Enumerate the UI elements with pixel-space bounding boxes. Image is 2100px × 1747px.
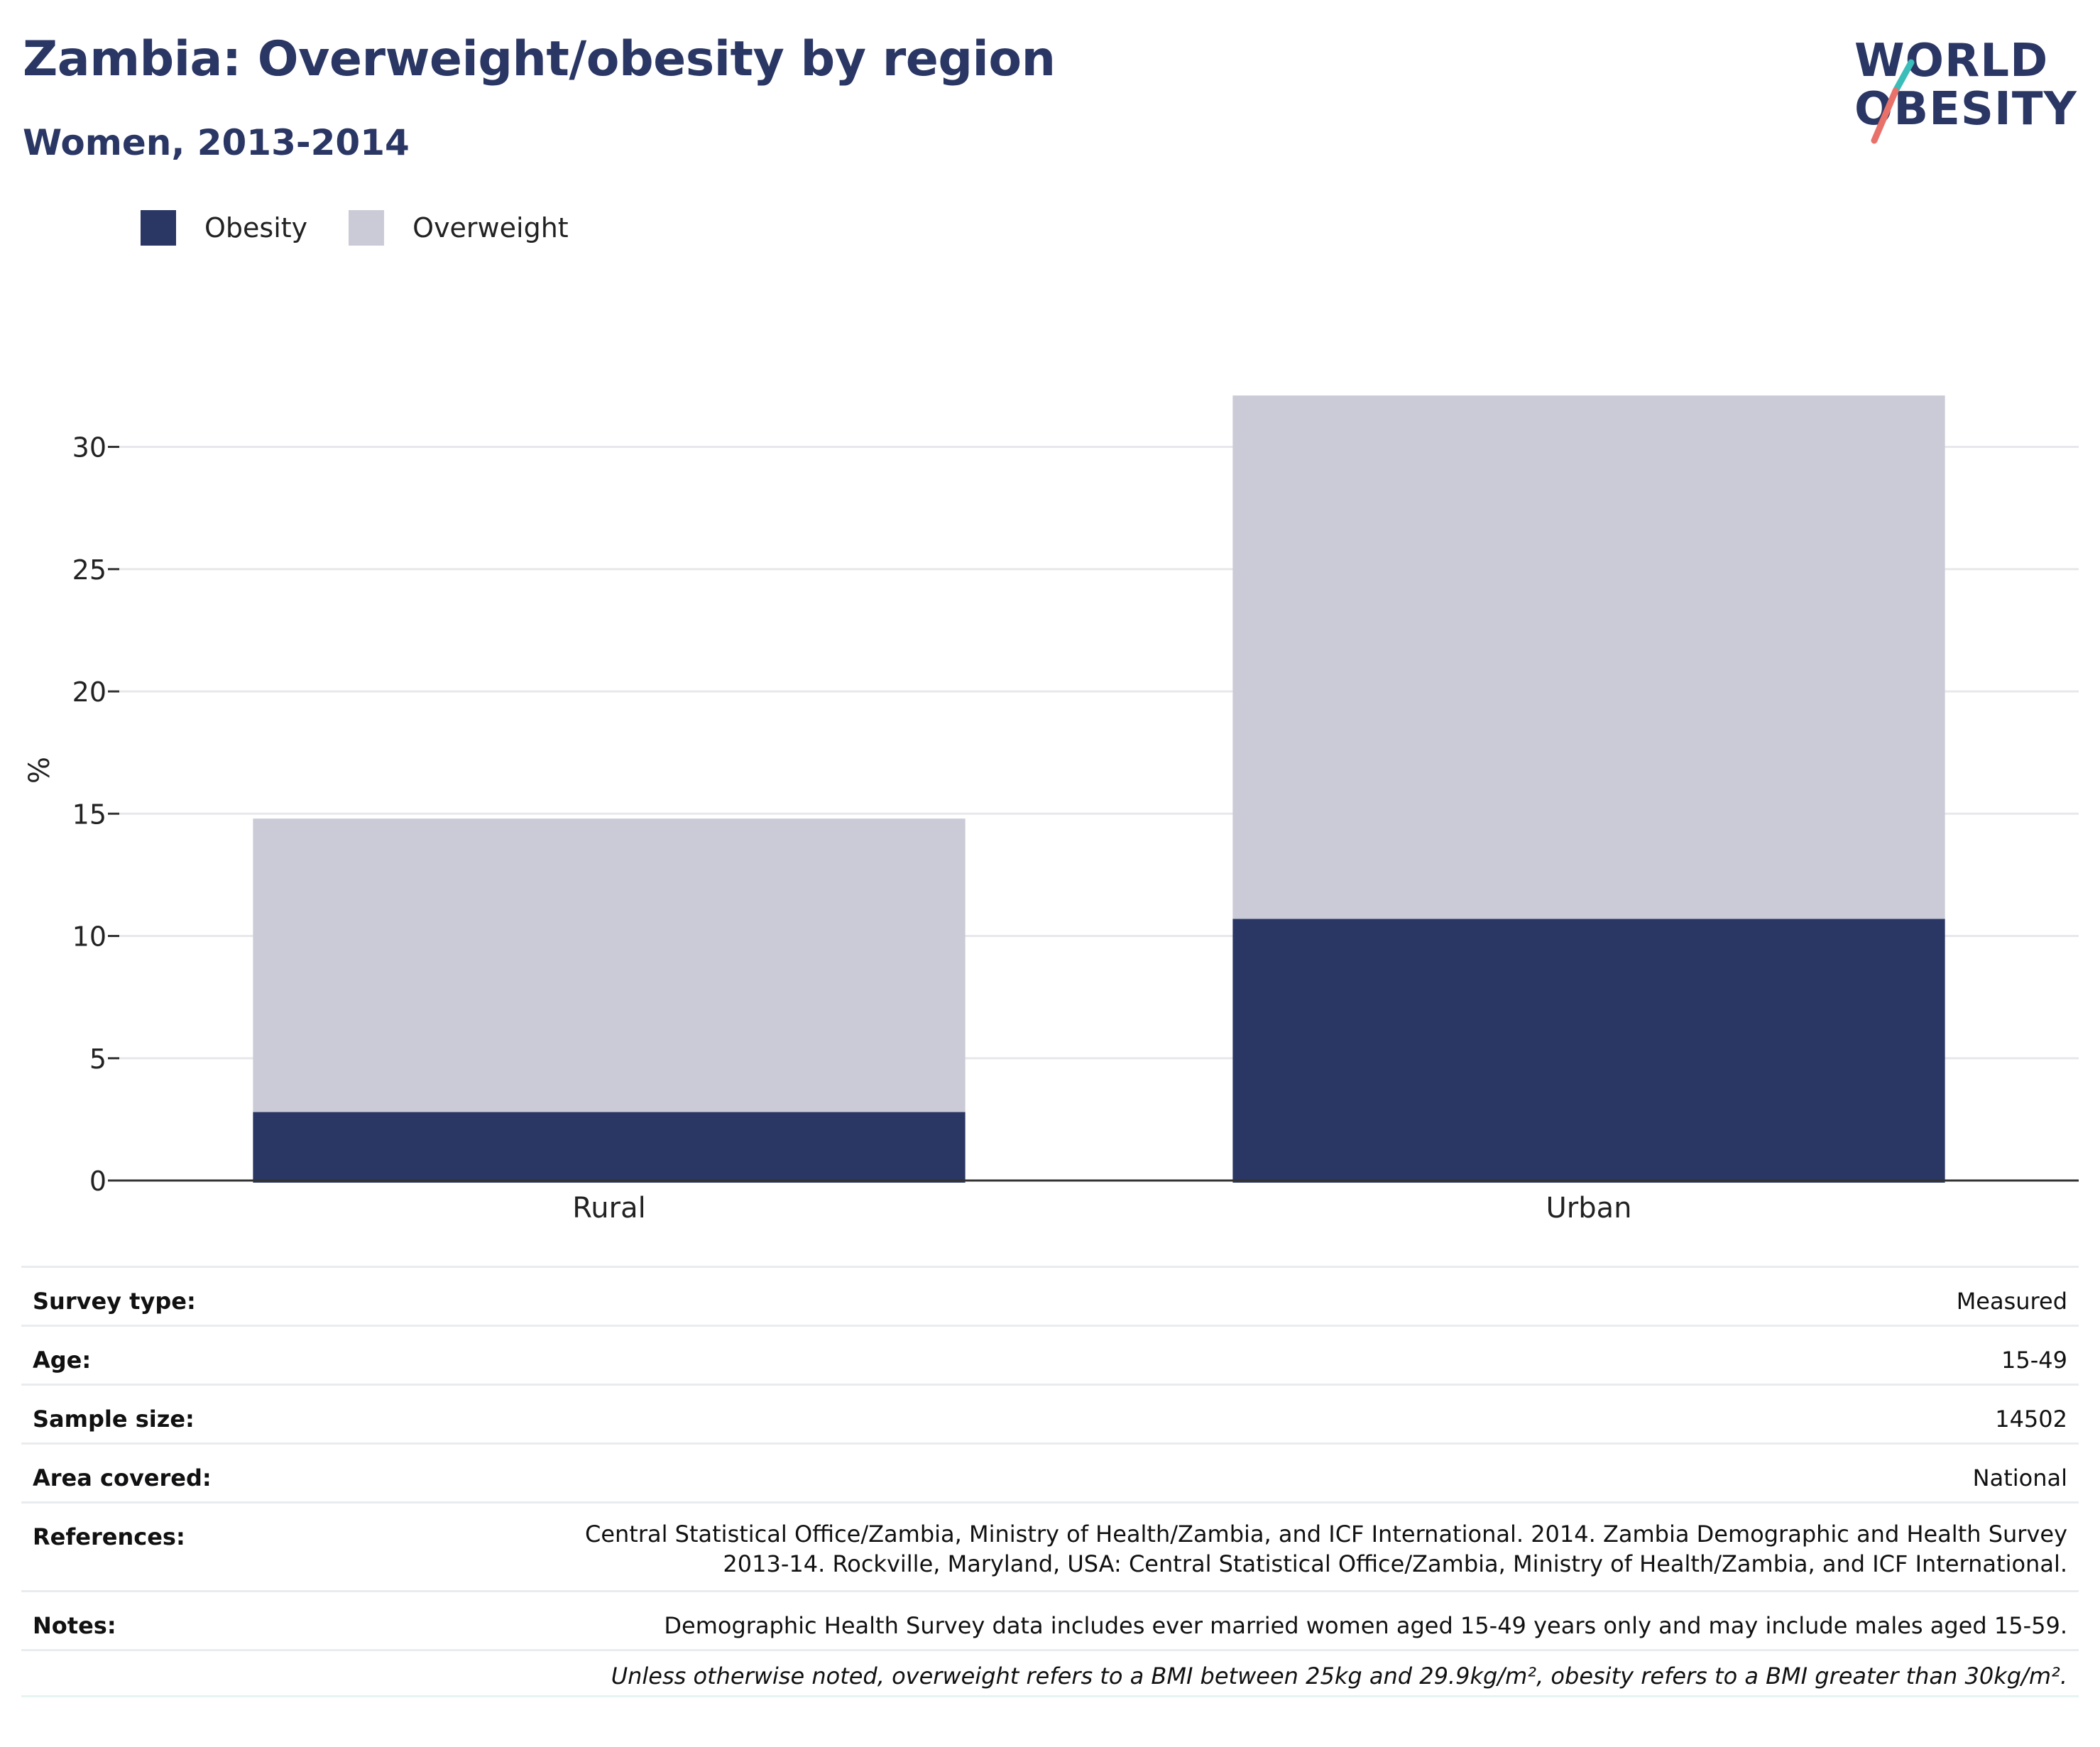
y-tick-label-0: 0: [89, 1166, 106, 1197]
bar-overweight-urban: [1232, 395, 1945, 919]
sample-size-value: 14502: [1995, 1406, 2067, 1433]
legend-swatch-obesity: [141, 210, 176, 246]
y-tick-label-20: 20: [72, 677, 106, 708]
notes-label: Notes:: [33, 1612, 116, 1639]
legend-item-overweight[interactable]: Overweight: [349, 210, 569, 246]
info-row-age: Age: 15-49: [21, 1325, 2079, 1384]
survey-type-value: Measured: [1956, 1288, 2067, 1315]
y-tick-label-30: 30: [72, 432, 106, 464]
world-obesity-logo: WORLD OBESITY: [1854, 20, 2082, 148]
info-row-survey-type: Survey type: Measured: [21, 1266, 2079, 1325]
legend-label-overweight: Overweight: [412, 212, 569, 243]
y-tick-label-10: 10: [72, 921, 106, 953]
info-row-area: Area covered: National: [21, 1442, 2079, 1501]
logo-line-1: WORLD: [1854, 35, 2049, 87]
chart-subtitle: Women, 2013-2014: [23, 122, 410, 163]
survey-type-label: Survey type:: [33, 1288, 196, 1315]
info-row-footnote: Unless otherwise noted, overweight refer…: [21, 1649, 2079, 1697]
references-label: References:: [33, 1523, 185, 1550]
area-covered-label: Area covered:: [33, 1464, 212, 1491]
bar-chart: 0 5 10 15 20 25 30 Rural Urban: [72, 395, 2079, 1225]
bar-overweight-rural: [253, 818, 966, 1112]
x-tick-label-urban: Urban: [1546, 1192, 1632, 1225]
legend-swatch-overweight: [349, 210, 385, 246]
chart-legend: Obesity Overweight: [141, 210, 610, 246]
y-tick-label-15: 15: [72, 799, 106, 830]
sample-size-label: Sample size:: [33, 1406, 195, 1433]
legend-item-obesity[interactable]: Obesity: [141, 210, 307, 246]
survey-info-table: Survey type: Measured Age: 15-49 Sample …: [21, 1266, 2079, 1697]
age-value: 15-49: [2001, 1347, 2067, 1374]
bar-obesity-rural: [253, 1112, 966, 1183]
info-row-notes: Notes: Demographic Health Survey data in…: [21, 1590, 2079, 1649]
y-axis-label: %: [23, 757, 56, 784]
legend-label-obesity: Obesity: [204, 212, 308, 243]
info-row-sample-size: Sample size: 14502: [21, 1384, 2079, 1442]
bar-obesity-urban: [1232, 919, 1945, 1183]
age-label: Age:: [33, 1347, 92, 1374]
y-tick-label-5: 5: [89, 1044, 106, 1075]
bmi-footnote: Unless otherwise noted, overweight refer…: [611, 1663, 2067, 1690]
area-covered-value: National: [1972, 1464, 2067, 1491]
chart-title: Zambia: Overweight/obesity by region: [23, 31, 1056, 87]
y-tick-label-25: 25: [72, 554, 106, 586]
notes-value: Demographic Health Survey data includes …: [664, 1612, 2067, 1639]
x-tick-label-rural: Rural: [572, 1192, 645, 1225]
references-value: Central Statistical Office/Zambia, Minis…: [584, 1521, 2067, 1577]
info-row-references: References: Central Statistical Office/Z…: [21, 1501, 2079, 1590]
logo-slash-icon: [1871, 59, 1915, 144]
